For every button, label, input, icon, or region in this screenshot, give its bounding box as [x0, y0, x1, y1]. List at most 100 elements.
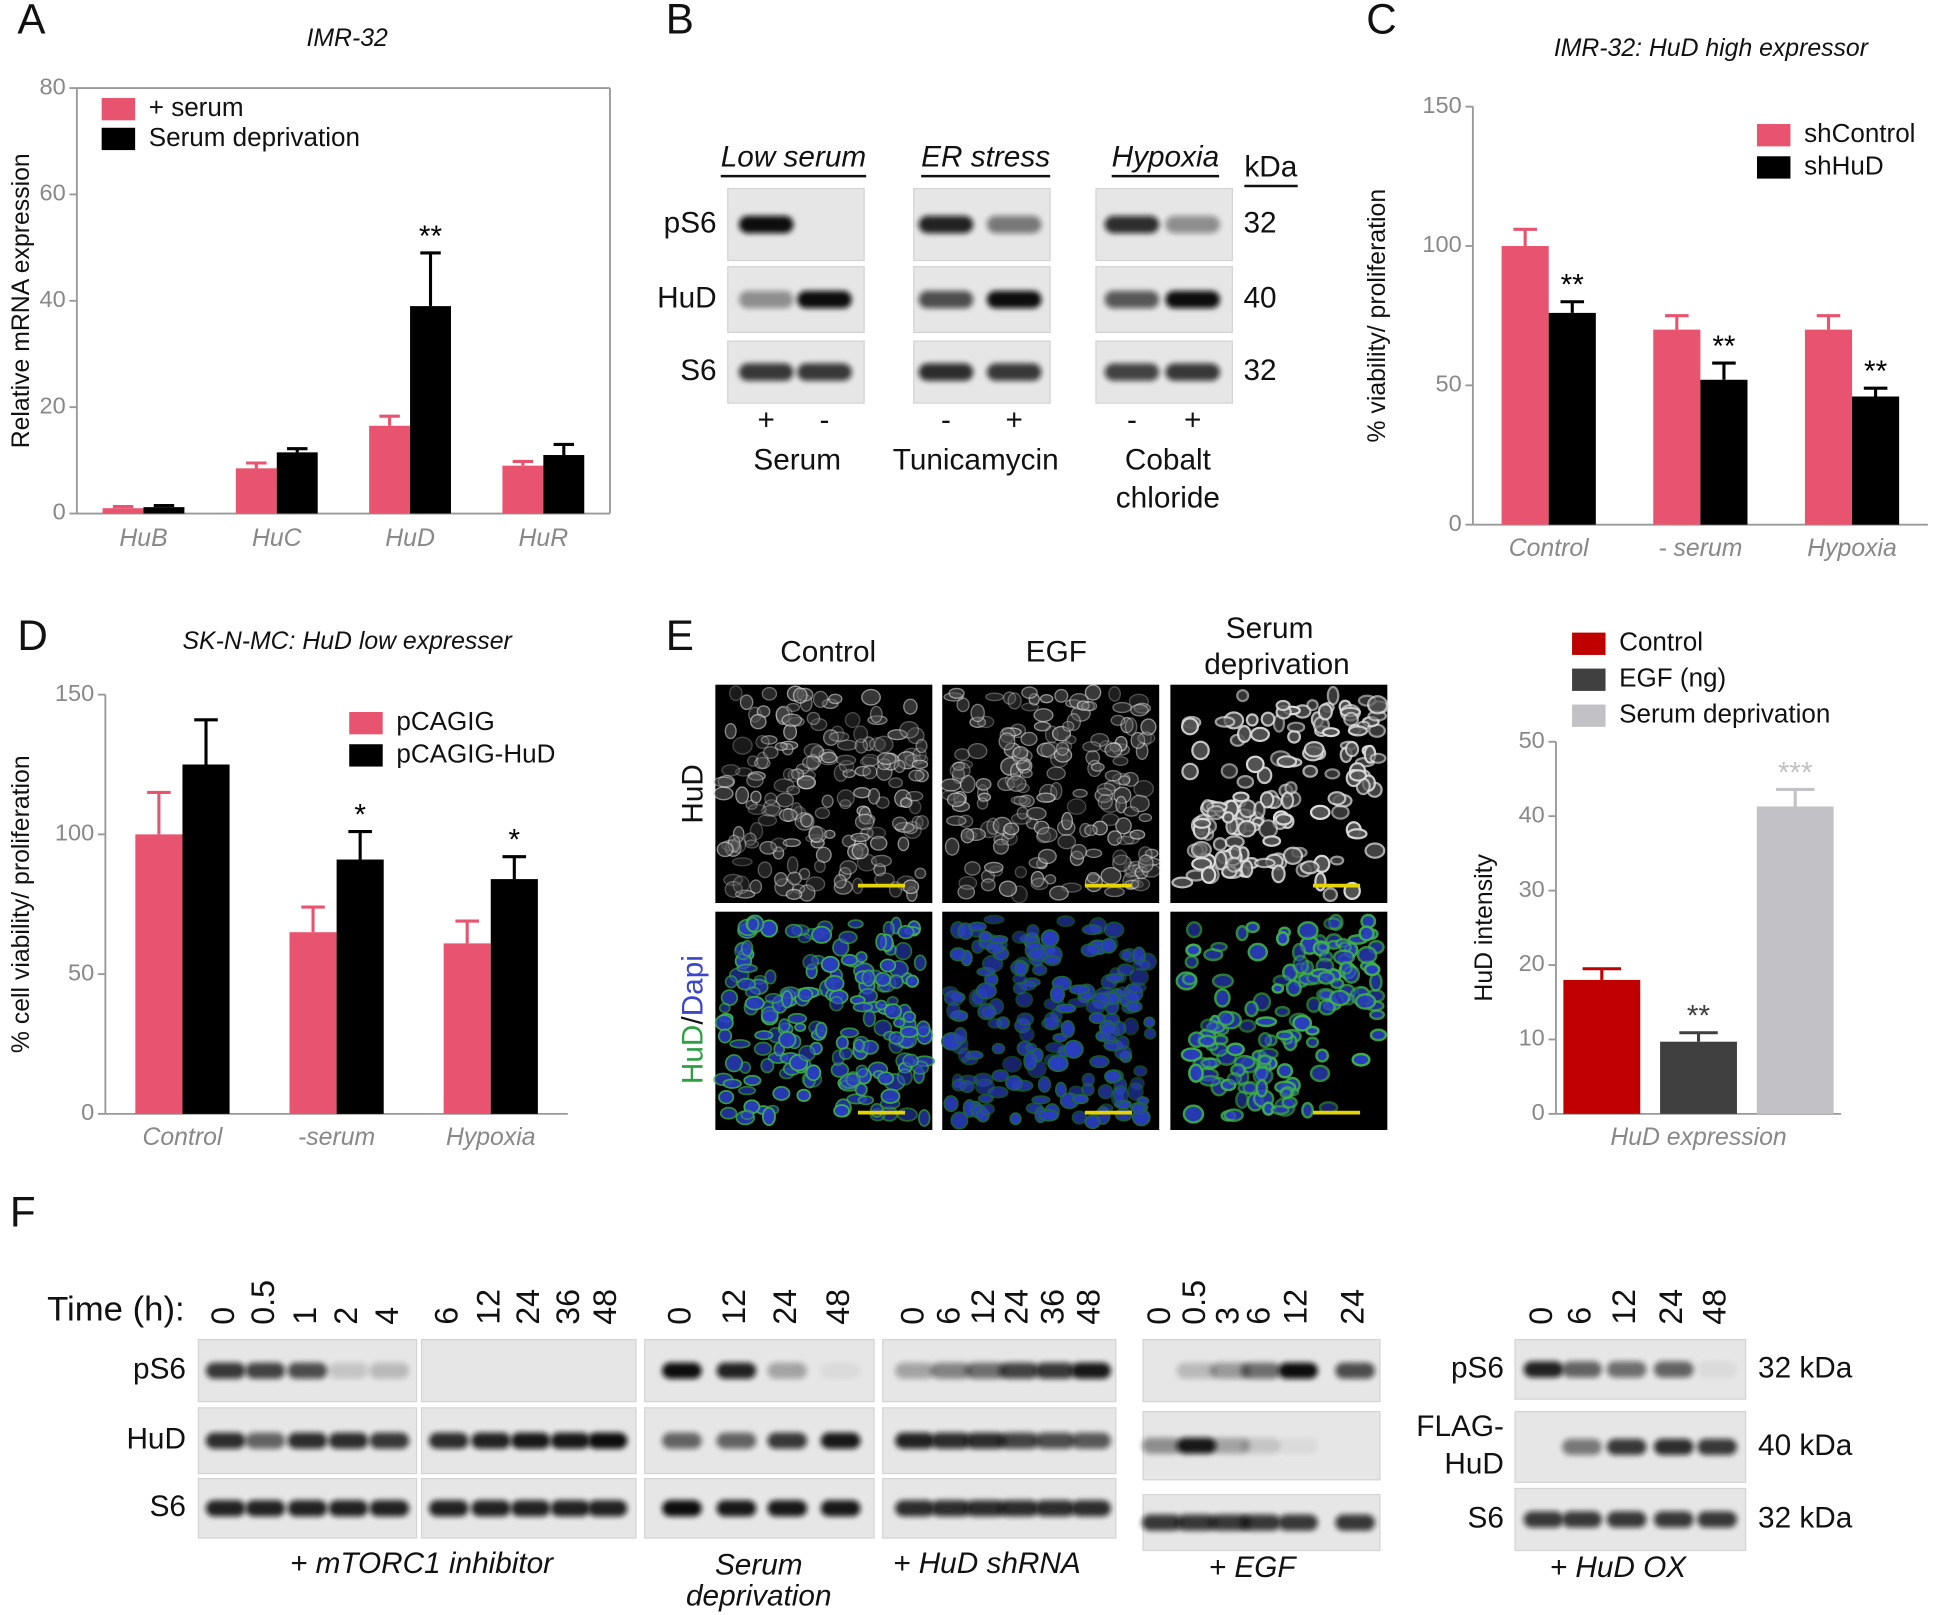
cell: [1188, 1063, 1204, 1083]
cell: [734, 767, 753, 777]
blot-caption: deprivation: [686, 1579, 832, 1612]
cell: [806, 753, 820, 771]
cell: [1354, 993, 1377, 1010]
cell: [1104, 742, 1123, 758]
cell: [869, 835, 888, 851]
blot-band: [1035, 1362, 1075, 1379]
cell: [1038, 1109, 1059, 1122]
cell: [784, 923, 803, 939]
cell: [978, 792, 992, 802]
blot-caption: + HuD shRNA: [893, 1547, 1081, 1580]
cell: [724, 975, 738, 989]
cell: [905, 790, 924, 802]
chart-title: SK-N-MC: HuD low expresser: [183, 628, 514, 655]
blot-band: [369, 1362, 410, 1379]
cell: [1104, 769, 1122, 782]
cell: [852, 1001, 874, 1013]
cell: [1315, 1048, 1330, 1063]
blot-band: [1606, 1438, 1647, 1455]
cell: [1063, 1039, 1084, 1059]
cell: [1112, 854, 1132, 873]
row-label-part: Dapi: [676, 955, 709, 1016]
error-bar: [246, 461, 267, 469]
y-axis-label: % cell viability/ proliferation: [8, 755, 35, 1053]
cell: [1245, 921, 1260, 934]
column-label: deprivation: [1204, 648, 1350, 681]
cell: [1245, 713, 1259, 727]
cell: [867, 788, 881, 805]
error-bar: [512, 459, 534, 466]
cell: [870, 854, 892, 868]
cell: [869, 1102, 884, 1118]
size-label: 40: [1244, 281, 1277, 314]
bar: [1501, 246, 1549, 525]
cell: [1348, 769, 1368, 782]
cell: [746, 772, 764, 788]
cell: [1126, 1000, 1143, 1013]
cell: [1090, 732, 1110, 747]
cell: [1002, 1055, 1023, 1073]
cell: [821, 794, 834, 808]
cell: [1321, 727, 1340, 738]
cell: [1275, 931, 1290, 947]
cell: [1181, 972, 1198, 986]
cell: [1043, 954, 1062, 967]
cell: [764, 992, 783, 1004]
cell: [1225, 856, 1243, 873]
cell: [1060, 1020, 1075, 1039]
cell: [1250, 726, 1270, 743]
cell: [868, 737, 886, 752]
cell: [1047, 1054, 1069, 1073]
cell: [747, 771, 766, 781]
cell: [828, 693, 843, 705]
y-tick-label: 50: [1436, 371, 1462, 397]
cell: [1292, 1014, 1313, 1032]
cell: [1133, 1065, 1148, 1077]
cell: [857, 1095, 875, 1106]
blot-band: [287, 1500, 328, 1517]
blot-band: [662, 1362, 702, 1379]
cell: [1200, 1018, 1219, 1033]
cell: [801, 755, 822, 770]
cell: [1272, 974, 1292, 987]
time-point: 0: [1523, 1307, 1559, 1325]
cell: [948, 687, 965, 699]
blot-caption: + HuD OX: [1550, 1551, 1688, 1584]
error-bar: [287, 447, 308, 453]
y-tick-label: 150: [55, 680, 94, 706]
y-tick-label: 50: [68, 959, 94, 985]
y-tick-label: 100: [1422, 231, 1461, 257]
cell: [1284, 781, 1298, 795]
cell: [1317, 970, 1336, 985]
time-point: 0.5: [1176, 1280, 1212, 1325]
blot-band: [1562, 1511, 1602, 1528]
blot-caption: + mTORC1 inhibitor: [290, 1547, 554, 1580]
cell: [1104, 1069, 1122, 1084]
treatment-label: Tunicamycin: [893, 443, 1059, 476]
x-tick-label: Control: [1509, 535, 1590, 562]
cell: [773, 778, 795, 793]
legend-swatch: [349, 744, 383, 767]
cell: [893, 759, 906, 774]
cell: [1235, 1090, 1249, 1110]
bar: [336, 859, 384, 1114]
blot-band: [428, 1500, 469, 1517]
blot-band: [328, 1500, 369, 1517]
bar: [135, 834, 183, 1114]
blot-band: [1697, 1438, 1737, 1455]
cell: [775, 792, 795, 808]
cell: [1068, 984, 1091, 995]
cell: [1305, 1025, 1320, 1036]
cell: [1297, 921, 1319, 941]
cell: [902, 1053, 920, 1068]
panel-label: C: [1366, 0, 1396, 42]
cell: [721, 764, 741, 777]
error-bar: [553, 442, 575, 456]
cell: [1081, 924, 1103, 936]
cell: [873, 862, 887, 877]
cell: [750, 790, 762, 804]
cell: [838, 1046, 853, 1060]
cell: [1347, 725, 1369, 737]
cell: [1081, 1072, 1095, 1087]
